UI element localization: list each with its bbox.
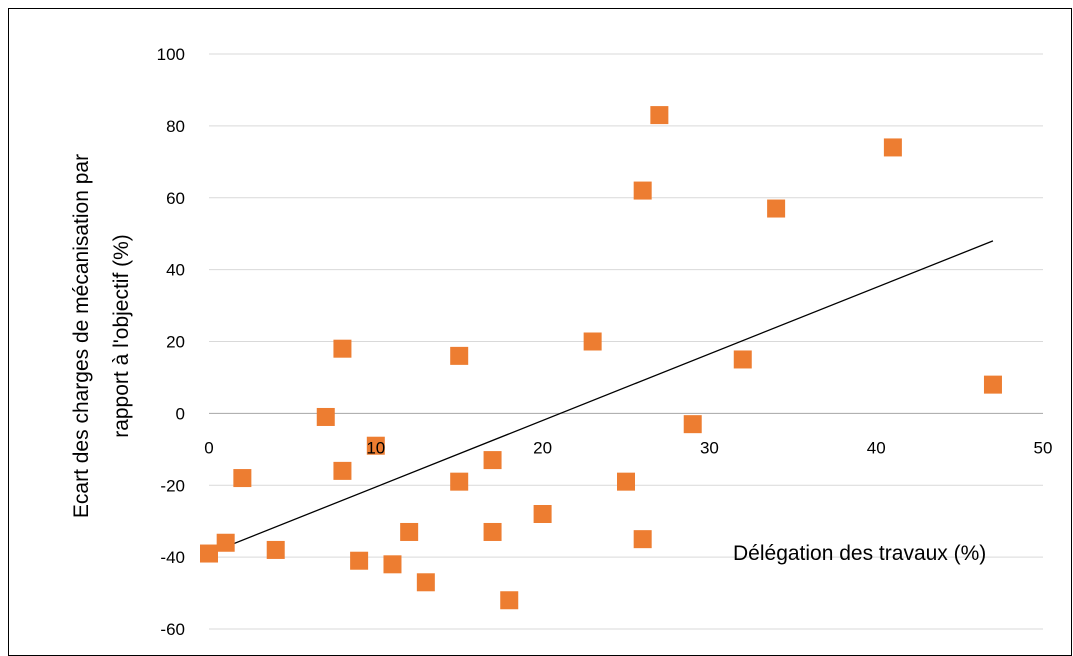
y-tick-label: -60 (160, 620, 185, 639)
data-point (683, 415, 702, 434)
y-tick-labels: -60 -40 -20 0 20 40 60 80 100 (157, 45, 185, 639)
data-point (366, 436, 385, 455)
data-point (450, 346, 469, 365)
chart-frame (8, 8, 1072, 656)
x-tick-label: 50 (1034, 438, 1053, 457)
x-tick-label: 30 (700, 438, 719, 457)
data-point (633, 530, 652, 549)
x-tick-label: 10 (366, 438, 385, 457)
x-tick-label: 20 (533, 438, 552, 457)
y-tick-label: 100 (157, 45, 185, 64)
x-tick-labels: 0 10 20 30 40 50 (204, 438, 1052, 457)
trendline-group (208, 240, 994, 555)
data-point (400, 522, 419, 541)
x-tick-label: 0 (204, 438, 213, 457)
y-axis-title: Ecart des charges de mécanisation par ra… (70, 154, 133, 518)
data-point (383, 555, 402, 574)
data-point (617, 472, 635, 491)
x-tick-label: 40 (867, 438, 886, 457)
data-point (533, 505, 552, 523)
y-axis-title-line1: Ecart des charges de mécanisation par (70, 154, 93, 518)
data-point (316, 407, 335, 426)
data-point (266, 540, 285, 559)
data-point (333, 461, 352, 480)
data-point (200, 544, 218, 563)
data-point (416, 573, 435, 592)
y-tick-label: -20 (160, 476, 185, 495)
data-point (633, 181, 652, 200)
gridlines (209, 53, 1043, 630)
data-points (200, 106, 1002, 610)
data-point (650, 106, 669, 125)
data-point (583, 332, 602, 351)
data-point (483, 451, 502, 470)
data-point (883, 138, 902, 157)
y-axis-title-line2: rapport à l'objectif (%) (110, 234, 133, 438)
data-point (733, 350, 752, 369)
data-point (767, 199, 786, 218)
y-tick-label: 0 (176, 404, 185, 423)
y-tick-label: 20 (166, 333, 185, 352)
data-point (983, 375, 1002, 394)
data-point (216, 533, 235, 552)
x-axis-title: Délégation des travaux (%) (733, 542, 986, 565)
y-tick-label: 80 (166, 117, 185, 136)
data-point (333, 339, 352, 358)
y-tick-label: -40 (160, 548, 185, 567)
y-tick-label: 60 (166, 189, 185, 208)
data-point (500, 591, 519, 610)
y-tick-label: 40 (166, 261, 185, 280)
data-point (350, 551, 369, 570)
trendline (208, 240, 994, 555)
data-point (233, 469, 252, 488)
data-point (483, 522, 502, 541)
data-point (450, 472, 469, 491)
